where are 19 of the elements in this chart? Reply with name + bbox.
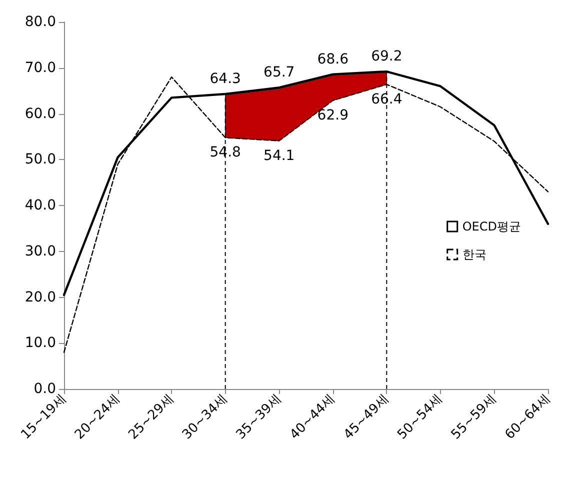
- y-tick-label: 70.0: [24, 60, 56, 76]
- legend-label: OECD평균: [462, 220, 522, 234]
- data-label: 66.4: [371, 91, 402, 108]
- y-tick-label: 0.0: [34, 381, 56, 397]
- y-tick-label: 50.0: [24, 152, 56, 168]
- data-label: 65.7: [264, 64, 295, 81]
- data-label: 54.8: [210, 144, 241, 161]
- y-tick-label: 60.0: [24, 106, 56, 122]
- y-tick-label: 40.0: [24, 198, 56, 214]
- data-label: 68.6: [317, 51, 349, 68]
- y-tick-label: 30.0: [24, 243, 56, 260]
- data-label: 64.3: [210, 71, 241, 88]
- y-tick-label: 80.0: [24, 14, 56, 30]
- data-label: 69.2: [371, 48, 402, 65]
- data-label: 54.1: [264, 148, 295, 164]
- y-tick-label: 10.0: [24, 335, 56, 352]
- y-tick-label: 20.0: [24, 289, 56, 306]
- legend-label: 한국: [462, 248, 486, 262]
- data-label: 62.9: [317, 107, 348, 124]
